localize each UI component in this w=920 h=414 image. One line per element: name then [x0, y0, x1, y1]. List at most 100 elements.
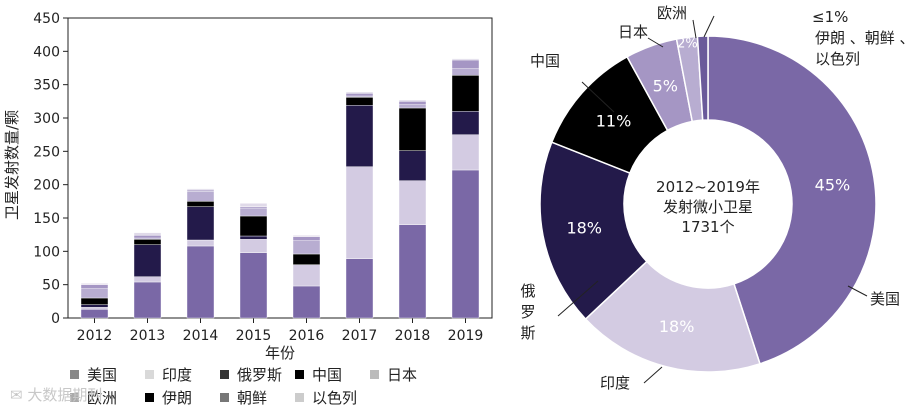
bar-segment: [133, 232, 162, 236]
legend-swatch: [295, 370, 304, 379]
leader-line: [581, 81, 615, 113]
legend-swatch: [70, 370, 79, 379]
legend-label: 印度: [162, 366, 193, 384]
y-tick-label: 450: [33, 11, 60, 27]
bar-segment: [451, 111, 480, 135]
bar-segment: [80, 297, 109, 305]
pie-slice-label: 11%: [596, 112, 632, 131]
leader-line: [703, 15, 715, 38]
bar-segment: [451, 134, 480, 171]
outer-label-russia-char: 罗: [520, 303, 535, 321]
watermark: ✉ 大数据期刊: [10, 384, 102, 405]
x-tick-label: 2012: [77, 328, 113, 344]
bar-segment: [186, 206, 215, 241]
legend-swatch: [70, 393, 79, 402]
bar-segment: [80, 284, 109, 289]
bar-segment: [398, 224, 427, 319]
bar-segment: [398, 101, 427, 105]
bar-segment: [345, 97, 374, 106]
watermark-icon: ✉: [10, 386, 23, 404]
bar-segment: [80, 288, 109, 299]
pie-center-text: 发射微小卫星: [663, 198, 753, 216]
legend-item: 朝鲜: [220, 387, 295, 408]
pie-slice-label: 18%: [659, 317, 695, 336]
bar-segment: [186, 245, 215, 319]
outer-label-japan: 日本: [618, 23, 648, 41]
outer-label-others-line2: 以色列: [815, 50, 860, 68]
y-tick-label: 300: [33, 111, 60, 127]
bar-segment: [80, 283, 109, 285]
bar-segment: [451, 58, 480, 61]
x-axis-label: 年份: [265, 344, 295, 362]
legend-swatch: [370, 370, 379, 379]
bar-segment: [398, 104, 427, 109]
legend-swatch: [220, 370, 229, 379]
outer-label-russia-char: 斯: [520, 324, 535, 342]
leader-line: [557, 280, 599, 317]
bar-segment: [345, 91, 374, 94]
bar-segment: [239, 252, 268, 319]
legend-item: 以色列: [295, 387, 370, 408]
y-axis-label: 卫星发射数量/颗: [3, 110, 21, 220]
bar-segment: [451, 169, 480, 319]
leader-line: [692, 19, 697, 39]
legend-row-1: 美国 印度 俄罗斯 中国 日本: [70, 364, 445, 385]
y-tick-label: 250: [33, 144, 60, 160]
bar-segment: [398, 150, 427, 181]
pie-center-text: 2012~2019年: [656, 178, 760, 196]
plot-frame: [67, 17, 493, 319]
legend-label: 伊朗: [162, 389, 193, 407]
bar-segment: [451, 68, 480, 76]
leader-line: [643, 366, 663, 384]
pie-slice-label: 45%: [815, 175, 851, 194]
bar-segment: [239, 215, 268, 237]
legend-label: 美国: [87, 366, 118, 384]
y-tick-label: 400: [33, 44, 60, 60]
bar-segment: [345, 105, 374, 167]
outer-label-others-line1: 伊朗 、朝鲜 、: [815, 29, 915, 47]
legend-swatch: [145, 370, 154, 379]
bar-segment: [186, 201, 215, 207]
bar-segment: [451, 59, 480, 69]
legend-swatch: [295, 393, 304, 402]
legend-item: 俄罗斯: [220, 364, 295, 385]
bar-segment: [398, 107, 427, 151]
watermark-text: 大数据期刊: [27, 386, 103, 404]
x-tick-label: 2018: [395, 328, 431, 344]
pie-slice: [696, 35, 709, 121]
legend-label: 朝鲜: [237, 389, 268, 407]
bar-segment: [239, 235, 268, 240]
y-tick-label: 350: [33, 78, 60, 94]
x-tick-label: 2015: [236, 328, 272, 344]
pie-slice: [584, 260, 761, 373]
bar-segment: [292, 264, 321, 287]
bar-segment: [133, 244, 162, 277]
bar-segment: [239, 207, 268, 217]
bar-segment: [292, 235, 321, 237]
y-tick-label: 50: [42, 278, 60, 294]
bar-segment: [345, 258, 374, 319]
outer-label-china: 中国: [530, 52, 560, 70]
y-tick-label: 200: [33, 178, 60, 194]
x-tick-label: 2013: [130, 328, 166, 344]
x-tick-label: 2019: [448, 328, 484, 344]
legend-item: 印度: [145, 364, 220, 385]
legend-swatch: [145, 393, 154, 402]
bar-segment: [133, 276, 162, 283]
bar-segment: [292, 236, 321, 241]
bar-segment: [80, 309, 109, 319]
pie-slice: [539, 141, 648, 321]
legend-swatch: [220, 393, 229, 402]
y-tick-label: 0: [51, 311, 60, 327]
outer-label-europe: 欧洲: [657, 4, 687, 22]
bar-segment: [292, 240, 321, 255]
legend-label: 以色列: [312, 389, 358, 407]
legend-label: 中国: [312, 366, 343, 384]
legend-item: 美国: [70, 364, 145, 385]
bar-segment: [398, 180, 427, 225]
bar-segment: [133, 237, 162, 240]
legend-item: 中国: [295, 364, 370, 385]
bar-segment: [292, 285, 321, 319]
x-tick-label: 2016: [289, 328, 325, 344]
